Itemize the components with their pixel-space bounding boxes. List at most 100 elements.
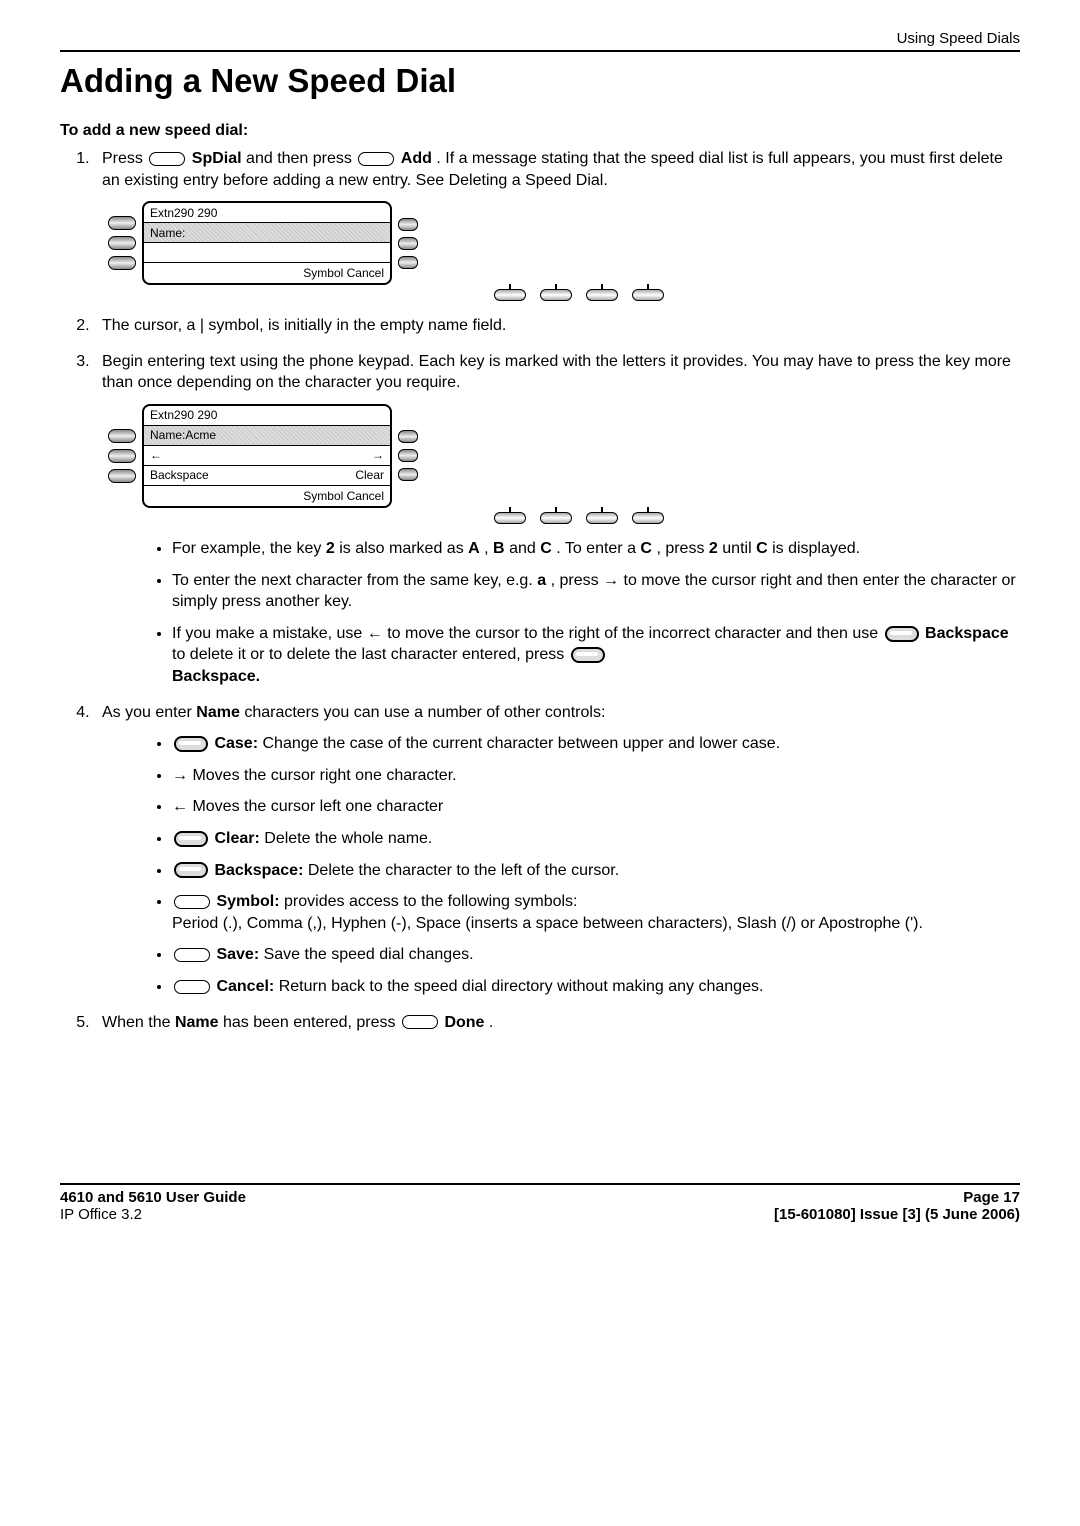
- oval-thick-icon: [174, 862, 208, 878]
- t: Name: [196, 704, 240, 721]
- side-button-icon: [108, 469, 136, 483]
- t: , press: [551, 572, 603, 589]
- lcd2-arrow-left: ←: [150, 447, 162, 463]
- bottom-button-icon: [540, 512, 572, 524]
- t: Name: [175, 1014, 219, 1031]
- lcd2-r5: Symbol Cancel: [303, 488, 384, 504]
- lcd2-r2: Name:Acme: [150, 427, 216, 443]
- lcd1-r2: Name:: [150, 225, 185, 241]
- lcd-diagram-2: Extn290 290 Name:Acme ← → Backspace Clea…: [108, 404, 1020, 524]
- t: A: [468, 540, 480, 557]
- bullet-clear: Clear: Delete the whole name.: [172, 828, 1020, 850]
- side-button-icon: [108, 429, 136, 443]
- right-side-buttons: [398, 430, 418, 481]
- step-1: Press SpDial and then press Add . If a m…: [94, 148, 1020, 301]
- step-5: When the Name has been entered, press Do…: [94, 1012, 1020, 1034]
- steps-list: Press SpDial and then press Add . If a m…: [94, 148, 1020, 1033]
- t: As you enter: [102, 704, 196, 721]
- t: a: [537, 572, 546, 589]
- bottom-button-icon: [632, 512, 664, 524]
- t: C: [540, 540, 552, 557]
- oval-thick-icon: [885, 626, 919, 642]
- t: . To enter a: [556, 540, 640, 557]
- step-1-add: Add: [401, 150, 432, 167]
- t: provides access to the following symbols…: [284, 893, 577, 910]
- oval-icon: [174, 980, 210, 994]
- t: Case:: [214, 735, 258, 752]
- footer-divider: [60, 1183, 1020, 1185]
- bullet-save: Save: Save the speed dial changes.: [172, 944, 1020, 966]
- t: Delete the character to the left of the …: [308, 862, 619, 879]
- t: Backspace: [925, 625, 1009, 642]
- t: is also marked as: [339, 540, 468, 557]
- oval-icon: [174, 895, 210, 909]
- bottom-button-icon: [586, 289, 618, 301]
- t: Return back to the speed dial directory …: [279, 978, 764, 995]
- t: Backspace:: [214, 862, 303, 879]
- left-side-buttons: [108, 216, 136, 270]
- t: and: [509, 540, 540, 557]
- t: Save the speed dial changes.: [264, 946, 474, 963]
- oval-icon: [174, 948, 210, 962]
- t: , press: [656, 540, 708, 557]
- lcd-screen: Extn290 290 Name:Acme ← → Backspace Clea…: [142, 404, 392, 508]
- bullet-next-char: To enter the next character from the sam…: [172, 570, 1020, 613]
- step-3-bullets: For example, the key 2 is also marked as…: [172, 538, 1020, 688]
- page-footer: 4610 and 5610 User Guide Page 17 IP Offi…: [60, 1183, 1020, 1223]
- procedure-heading: To add a new speed dial:: [60, 122, 1020, 140]
- page-title: Adding a New Speed Dial: [60, 62, 1020, 100]
- side-button-icon: [398, 256, 418, 269]
- lcd-diagram-1: Extn290 290 Name: Symbol Cancel: [108, 201, 1020, 301]
- oval-thick-icon: [571, 647, 605, 663]
- t: to delete it or to delete the last chara…: [172, 646, 569, 663]
- top-divider: [60, 50, 1020, 52]
- footer-product: IP Office 3.2: [60, 1206, 142, 1223]
- lcd1-r1: Extn290 290: [150, 205, 217, 221]
- t: Cancel:: [216, 978, 274, 995]
- t: C: [640, 540, 652, 557]
- oval-icon: [149, 152, 185, 166]
- step-2: The cursor, a | symbol, is initially in …: [94, 315, 1020, 337]
- arrow-left-icon: ←: [367, 623, 383, 645]
- t: Backspace.: [172, 668, 260, 685]
- bottom-button-icon: [494, 512, 526, 524]
- bullet-case: Case: Change the case of the current cha…: [172, 733, 1020, 755]
- bullet-symbol: Symbol: provides access to the following…: [172, 891, 1020, 934]
- bottom-buttons: [138, 512, 1020, 524]
- t: To enter the next character from the sam…: [172, 572, 537, 589]
- t: .: [489, 1014, 493, 1031]
- bottom-button-icon: [632, 289, 664, 301]
- t: Symbol:: [216, 893, 279, 910]
- t: is displayed.: [772, 540, 860, 557]
- t: Change the case of the current character…: [262, 735, 780, 752]
- t: characters you can use a number of other…: [244, 704, 605, 721]
- lcd2-arrow-right: →: [372, 447, 384, 463]
- bottom-buttons: [138, 289, 1020, 301]
- t: Moves the cursor right one character.: [192, 767, 456, 784]
- t: 2: [326, 540, 335, 557]
- step-1-text-b: and then press: [246, 150, 356, 167]
- t: has been entered, press: [223, 1014, 400, 1031]
- bottom-button-icon: [540, 289, 572, 301]
- step-3-text: Begin entering text using the phone keyp…: [102, 353, 1011, 392]
- side-button-icon: [108, 256, 136, 270]
- step-3: Begin entering text using the phone keyp…: [94, 351, 1020, 688]
- t: Moves the cursor left one character: [192, 798, 443, 815]
- side-button-icon: [398, 449, 418, 462]
- bullet-move-right: → Moves the cursor right one character.: [172, 765, 1020, 787]
- t: ,: [484, 540, 493, 557]
- right-side-buttons: [398, 218, 418, 269]
- oval-icon: [358, 152, 394, 166]
- t: When the: [102, 1014, 175, 1031]
- t: If you make a mistake, use: [172, 625, 367, 642]
- bottom-button-icon: [586, 512, 618, 524]
- side-button-icon: [398, 218, 418, 231]
- arrow-right-icon: →: [603, 570, 619, 592]
- side-button-icon: [108, 236, 136, 250]
- t: Save:: [216, 946, 259, 963]
- t: Clear:: [214, 830, 259, 847]
- side-button-icon: [398, 468, 418, 481]
- step-4: As you enter Name characters you can use…: [94, 702, 1020, 998]
- t: For example, the key: [172, 540, 326, 557]
- footer-page: Page 17: [963, 1189, 1020, 1206]
